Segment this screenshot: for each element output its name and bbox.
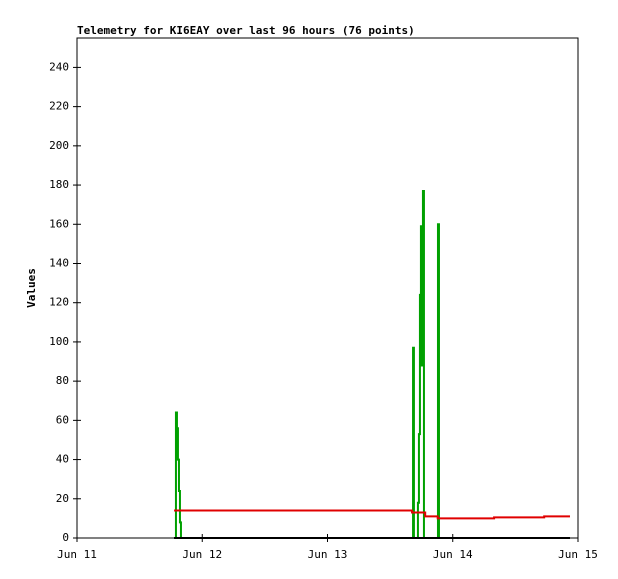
y-tick-label: 40 [56,453,69,466]
y-tick-label: 220 [49,100,69,113]
x-tick-label: Jun 12 [182,548,222,561]
x-tick-label: Jun 11 [57,548,97,561]
y-tick-label: 200 [49,139,69,152]
y-tick-label: 20 [56,492,69,505]
series-line [174,509,570,520]
series-line [174,189,570,539]
x-tick-label: Jun 13 [308,548,348,561]
y-tick-label: 120 [49,296,69,309]
y-tick-label: 140 [49,256,69,269]
y-axis-label: Values [25,268,38,308]
y-tick-label: 60 [56,413,69,426]
x-tick-label: Jun 15 [558,548,598,561]
y-tick-label: 180 [49,178,69,191]
y-tick-label: 100 [49,335,69,348]
x-tick-label: Jun 14 [433,548,473,561]
y-tick-label: 240 [49,60,69,73]
plot-frame [76,37,579,539]
y-tick-label: 80 [56,374,69,387]
y-tick-label: 0 [62,531,69,544]
chart-title: Telemetry for KI6EAY over last 96 hours … [77,24,415,37]
y-tick-label: 160 [49,217,69,230]
